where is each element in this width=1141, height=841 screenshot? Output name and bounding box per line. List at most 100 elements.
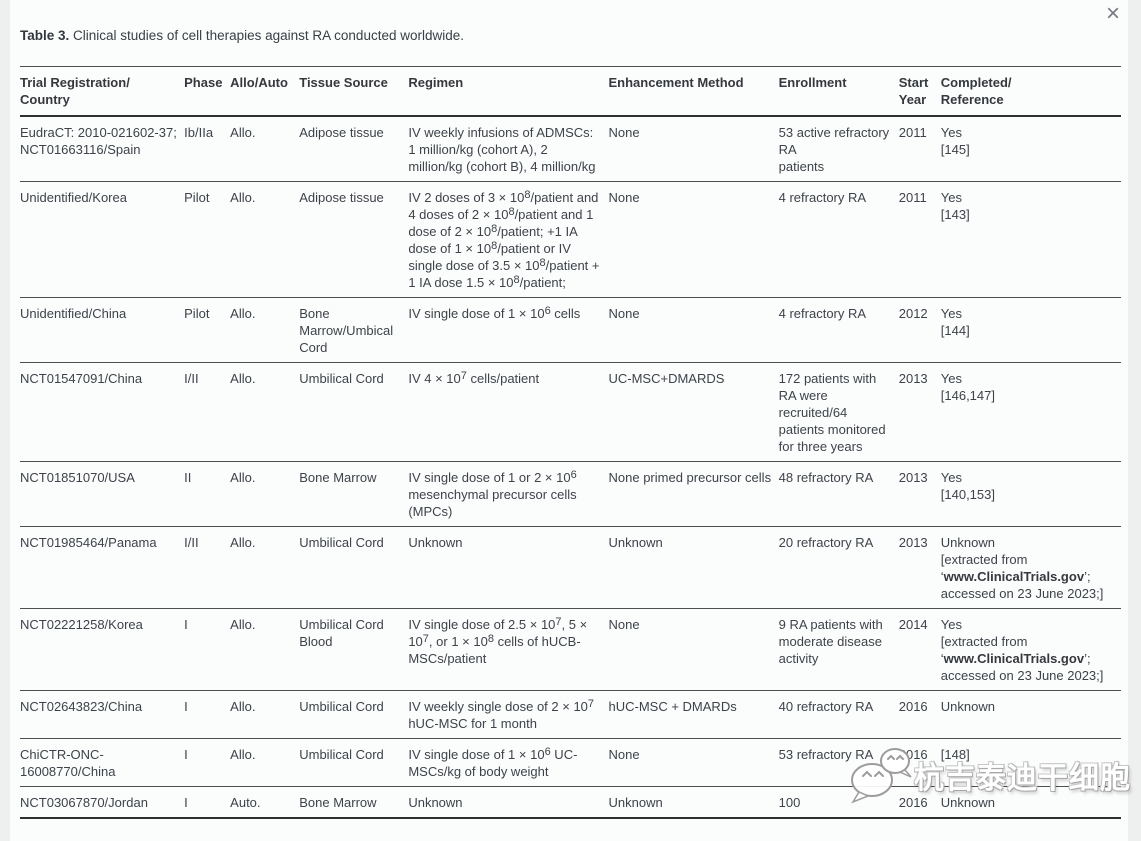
close-icon[interactable]: × (1105, 0, 1120, 27)
cell-phase: I/II (184, 526, 231, 609)
cell-enhancement: hUC-MSC + DMARDs (608, 690, 779, 739)
table-row: NCT01547091/China I/II Allo. Umbilical Cord… (20, 362, 1121, 462)
cell-start-year: 2012 (898, 297, 941, 363)
cell-trial: Unidentified/Korea (20, 181, 185, 298)
cell-tissue: Bone Marrow/Umbical Cord (299, 297, 409, 363)
table-row: ChiCTR-ONC-16008770/China I Allo. Umbilical… (20, 738, 1121, 787)
cell-enhancement: None (608, 608, 779, 691)
cell-enrollment: 53 refractory RA (778, 738, 899, 787)
cell-enhancement: Unknown (608, 786, 779, 819)
cell-allo-auto: Allo. (230, 690, 300, 739)
cell-enhancement: None (608, 297, 779, 363)
cell-phase: II (184, 461, 231, 527)
cell-enhancement: None primed precursor cells (608, 461, 779, 527)
cell-enhancement: UC-MSC+DMARDS (608, 362, 779, 462)
cell-tissue: Umbilical Cord (299, 362, 409, 462)
cell-completed: Yes [144] (940, 297, 1121, 363)
cell-allo-auto: Allo. (230, 461, 300, 527)
cell-trial: NCT01985464/Panama (20, 526, 185, 609)
cell-enrollment: 20 refractory RA (778, 526, 899, 609)
cell-enrollment: 40 refractory RA (778, 690, 899, 739)
cell-trial: EudraCT: 2010-021602-37; NCT01663116/Spa… (20, 116, 185, 182)
cell-enrollment: 4 refractory RA (778, 181, 899, 298)
cell-enrollment: 48 refractory RA (778, 461, 899, 527)
table-row: NCT03067870/Jordan I Auto. Bone Marrow Unkno… (20, 786, 1121, 819)
cell-enrollment: 100 (778, 786, 899, 819)
cell-regimen: Unknown (408, 786, 609, 819)
cell-start-year: 2016 (898, 786, 941, 819)
table-card: × Table 3. Clinical studies of cell ther… (10, 0, 1130, 841)
cell-enhancement: None (608, 738, 779, 787)
cell-allo-auto: Allo. (230, 297, 300, 363)
cell-enrollment: 53 active refractory RA patients (778, 116, 899, 182)
cell-tissue: Bone Marrow (299, 786, 409, 819)
table-row: EudraCT: 2010-021602-37; NCT01663116/Spa… (20, 116, 1121, 182)
cell-allo-auto: Allo. (230, 738, 300, 787)
cell-trial: NCT03067870/Jordan (20, 786, 185, 819)
cell-enrollment: 9 RA patients with moderate disease activi… (778, 608, 899, 691)
column-header: Allo/Auto (230, 66, 300, 117)
cell-completed: Yes [143] (940, 181, 1121, 298)
cell-regimen: IV weekly infusions of ADMSCs: 1 million… (408, 116, 609, 182)
cell-tissue: Umbilical Cord (299, 690, 409, 739)
cell-allo-auto: Allo. (230, 526, 300, 609)
cell-completed: Yes [145] (940, 116, 1121, 182)
cell-regimen: IV 4 × 107 cells/patient (408, 362, 609, 462)
cell-tissue: Adipose tissue (299, 181, 409, 298)
cell-phase: Pilot (184, 181, 231, 298)
cell-allo-auto: Allo. (230, 608, 300, 691)
cell-trial: NCT02643823/China (20, 690, 185, 739)
table-caption-text: Clinical studies of cell therapies again… (69, 28, 464, 43)
cell-enhancement: None (608, 116, 779, 182)
table-row: NCT01985464/Panama I/II Allo. Umbilical Cor… (20, 526, 1121, 609)
cell-completed: Unknown (940, 786, 1121, 819)
cell-trial: NCT02221258/Korea (20, 608, 185, 691)
cell-phase: I (184, 786, 231, 819)
cell-completed: Unknown [extracted from ‘www.ClinicalTrial… (940, 526, 1121, 609)
cell-start-year: 2014 (898, 608, 941, 691)
cell-regimen: Unknown (408, 526, 609, 609)
table-row: NCT02221258/Korea I Allo. Umbilical Cord Bl… (20, 608, 1121, 691)
cell-trial: Unidentified/China (20, 297, 185, 363)
table-row: Unidentified/Korea Pilot Allo. Adipose tiss… (20, 181, 1121, 298)
clinical-trials-table: Trial Registration/ Country Phase Allo/Aut… (20, 66, 1121, 819)
cell-start-year: 2016 (898, 690, 941, 739)
cell-tissue: Adipose tissue (299, 116, 409, 182)
table-row: NCT01851070/USA II Allo. Bone Marrow IV sing… (20, 461, 1121, 527)
cell-completed: Yes [extracted from ‘www.ClinicalTrials.go… (940, 608, 1121, 691)
cell-allo-auto: Allo. (230, 116, 300, 182)
cell-trial: NCT01851070/USA (20, 461, 185, 527)
cell-regimen: IV weekly single dose of 2 × 107 hUC-MSC… (408, 690, 609, 739)
cell-start-year: 2013 (898, 362, 941, 462)
column-header: Completed/ Reference (940, 66, 1121, 117)
cell-start-year: 2011 (898, 116, 941, 182)
cell-enhancement: Unknown (608, 526, 779, 609)
cell-completed: Yes [146,147] (940, 362, 1121, 462)
table-header-row: Trial Registration/ Country Phase Allo/Aut… (20, 66, 1121, 117)
cell-completed: Yes [140,153] (940, 461, 1121, 527)
cell-trial: NCT01547091/China (20, 362, 185, 462)
cell-completed: Unknown (940, 690, 1121, 739)
cell-phase: I (184, 608, 231, 691)
column-header: Enrollment (778, 66, 899, 117)
cell-start-year: 2013 (898, 526, 941, 609)
cell-phase: Pilot (184, 297, 231, 363)
cell-start-year: 2011 (898, 181, 941, 298)
column-header: Trial Registration/ Country (20, 66, 185, 117)
cell-phase: I/II (184, 362, 231, 462)
column-header: Tissue Source (299, 66, 409, 117)
cell-regimen: IV single dose of 2.5 × 107, 5 × 107, or… (408, 608, 609, 691)
cell-enrollment: 172 patients with RA were recruited/64 pati… (778, 362, 899, 462)
cell-allo-auto: Allo. (230, 181, 300, 298)
cell-tissue: Umbilical Cord (299, 526, 409, 609)
column-header: Regimen (408, 66, 609, 117)
cell-trial: ChiCTR-ONC-16008770/China (20, 738, 185, 787)
cell-tissue: Umbilical Cord Blood (299, 608, 409, 691)
cell-regimen: IV single dose of 1 or 2 × 106 mesenchym… (408, 461, 609, 527)
cell-start-year: 2013 (898, 461, 941, 527)
cell-tissue: Umbilical Cord (299, 738, 409, 787)
cell-phase: I (184, 690, 231, 739)
cell-tissue: Bone Marrow (299, 461, 409, 527)
table-caption-label: Table 3. (20, 28, 70, 43)
table-row: Unidentified/China Pilot Allo. Bone Marrow/… (20, 297, 1121, 363)
